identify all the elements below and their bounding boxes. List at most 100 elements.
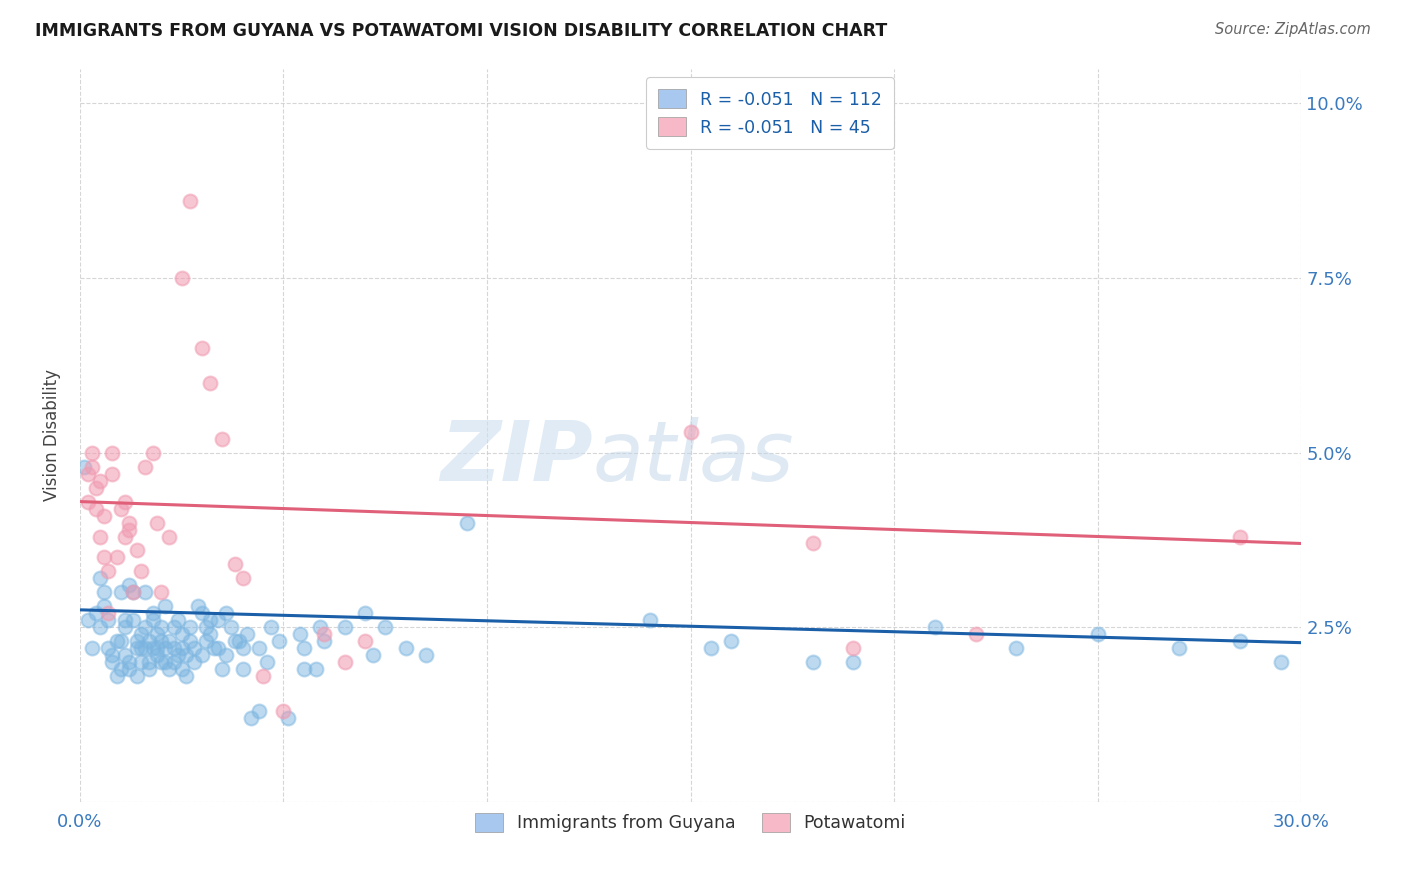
- Point: [211, 662, 233, 676]
- Point: [354, 607, 377, 621]
- Point: [89, 620, 111, 634]
- Point: [1229, 634, 1251, 648]
- Point: [215, 648, 238, 663]
- Point: [314, 634, 336, 648]
- Y-axis label: Vision Disability: Vision Disability: [44, 369, 60, 501]
- Point: [129, 655, 152, 669]
- Point: [142, 607, 165, 621]
- Point: [93, 599, 115, 614]
- Point: [162, 641, 184, 656]
- Point: [170, 627, 193, 641]
- Point: [142, 445, 165, 459]
- Point: [198, 627, 221, 641]
- Point: [142, 641, 165, 656]
- Point: [93, 508, 115, 523]
- Point: [159, 662, 181, 676]
- Point: [80, 445, 103, 459]
- Point: [247, 704, 270, 718]
- Point: [129, 627, 152, 641]
- Point: [292, 662, 315, 676]
- Point: [195, 620, 218, 634]
- Point: [150, 655, 173, 669]
- Point: [134, 459, 156, 474]
- Point: [110, 585, 132, 599]
- Point: [361, 648, 384, 663]
- Point: [118, 516, 141, 530]
- Point: [77, 494, 100, 508]
- Point: [84, 607, 107, 621]
- Point: [309, 620, 332, 634]
- Point: [195, 634, 218, 648]
- Point: [198, 376, 221, 390]
- Point: [191, 607, 214, 621]
- Legend: Immigrants from Guyana, Potawatomi: Immigrants from Guyana, Potawatomi: [464, 801, 918, 845]
- Point: [134, 620, 156, 634]
- Point: [191, 341, 214, 355]
- Point: [97, 607, 120, 621]
- Point: [170, 271, 193, 285]
- Point: [93, 585, 115, 599]
- Point: [101, 655, 124, 669]
- Point: [118, 578, 141, 592]
- Point: [288, 627, 311, 641]
- Point: [155, 655, 177, 669]
- Text: atlas: atlas: [593, 417, 794, 498]
- Point: [89, 571, 111, 585]
- Point: [232, 571, 254, 585]
- Point: [155, 641, 177, 656]
- Point: [842, 641, 865, 656]
- Point: [84, 501, 107, 516]
- Text: Source: ZipAtlas.com: Source: ZipAtlas.com: [1215, 22, 1371, 37]
- Point: [394, 641, 416, 656]
- Point: [924, 620, 946, 634]
- Point: [84, 481, 107, 495]
- Point: [110, 501, 132, 516]
- Point: [1229, 529, 1251, 543]
- Point: [138, 655, 160, 669]
- Point: [155, 599, 177, 614]
- Point: [354, 634, 377, 648]
- Point: [146, 627, 169, 641]
- Point: [170, 662, 193, 676]
- Point: [159, 529, 181, 543]
- Point: [162, 655, 184, 669]
- Point: [1087, 627, 1109, 641]
- Point: [224, 634, 246, 648]
- Point: [260, 620, 283, 634]
- Point: [252, 669, 274, 683]
- Point: [700, 641, 723, 656]
- Point: [720, 634, 742, 648]
- Point: [187, 599, 209, 614]
- Text: IMMIGRANTS FROM GUYANA VS POTAWATOMI VISION DISABILITY CORRELATION CHART: IMMIGRANTS FROM GUYANA VS POTAWATOMI VIS…: [35, 22, 887, 40]
- Point: [191, 648, 214, 663]
- Point: [114, 529, 136, 543]
- Point: [202, 641, 225, 656]
- Point: [77, 467, 100, 481]
- Point: [110, 634, 132, 648]
- Text: ZIP: ZIP: [440, 417, 593, 498]
- Point: [80, 641, 103, 656]
- Point: [801, 655, 824, 669]
- Point: [129, 565, 152, 579]
- Point: [97, 641, 120, 656]
- Point: [142, 613, 165, 627]
- Point: [174, 648, 197, 663]
- Point: [105, 634, 128, 648]
- Point: [150, 634, 173, 648]
- Point: [256, 655, 278, 669]
- Point: [170, 641, 193, 656]
- Point: [236, 627, 259, 641]
- Point: [159, 634, 181, 648]
- Point: [679, 425, 702, 439]
- Point: [118, 523, 141, 537]
- Point: [183, 655, 205, 669]
- Point: [134, 585, 156, 599]
- Point: [198, 613, 221, 627]
- Point: [121, 585, 143, 599]
- Point: [138, 662, 160, 676]
- Point: [105, 550, 128, 565]
- Point: [239, 711, 262, 725]
- Point: [1270, 655, 1292, 669]
- Point: [273, 704, 295, 718]
- Point: [121, 585, 143, 599]
